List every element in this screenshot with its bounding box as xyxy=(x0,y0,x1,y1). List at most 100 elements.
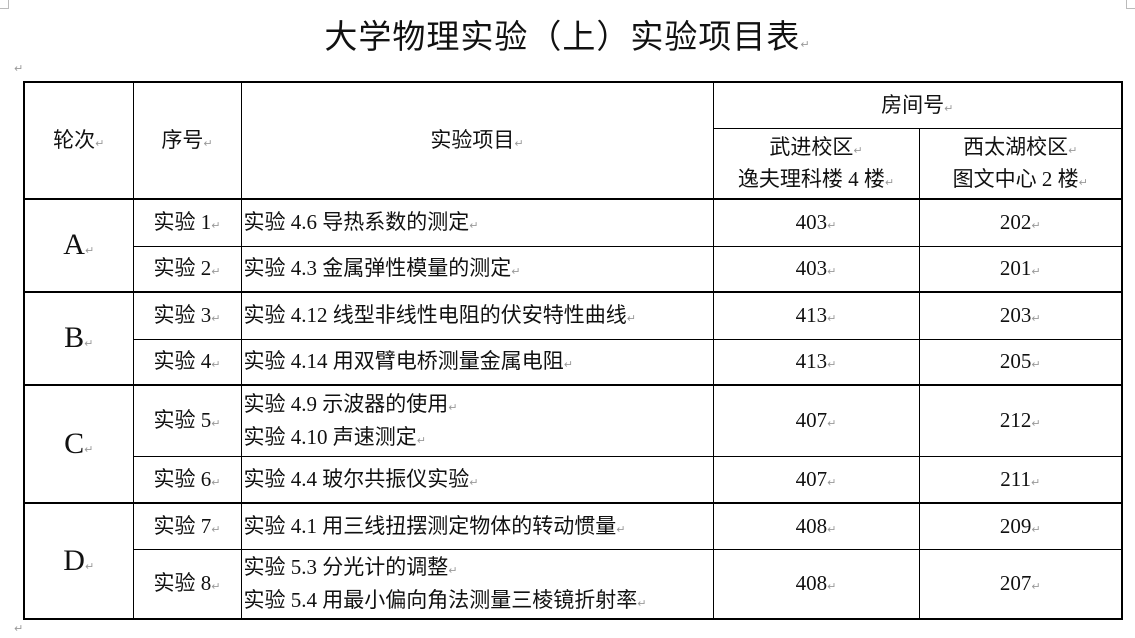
project-cell: 实验 5.3 分光计的调整↵ 实验 5.4 用最小偏向角法测量三棱镜折射率↵ xyxy=(240,548,714,620)
table-row: 实验 8↵ 实验 5.3 分光计的调整↵ 实验 5.4 用最小偏向角法测量三棱镜折射… xyxy=(24,548,1123,620)
table-row: A↵ 实验 1↵ 实验 4.6 导热系数的测定↵ 403↵ 202↵ xyxy=(23,198,1123,293)
cell-text: 实验 7 xyxy=(153,513,212,538)
cell-text: B xyxy=(64,321,85,355)
table-row: C↵ 实验 5↵ 实验 4.9 示波器的使用↵ 实验 4.10 声速测定↵ 407↵ 21… xyxy=(23,384,1123,504)
cell-text: 序号 xyxy=(161,128,204,153)
paragraph-mark: ↵ xyxy=(563,358,573,372)
paragraph-mark: ↵ xyxy=(1068,143,1078,157)
paragraph-mark: ↵ xyxy=(1031,312,1041,326)
cell-text: 207 xyxy=(999,571,1032,596)
paragraph-mark: ↵ xyxy=(84,442,94,456)
cell-text: 武进校区 xyxy=(769,134,854,159)
paragraph-mark: ↵ xyxy=(637,596,647,610)
seq-cell: 实验 2↵ xyxy=(132,245,242,293)
table-row: B↵ 实验 3↵ 实验 4.12 线型非线性电阻的伏安特性曲线↵ 413↵ 203↵ xyxy=(23,291,1123,386)
cell-text: 211 xyxy=(1000,466,1031,491)
page-corner-mark xyxy=(0,0,9,9)
paragraph-mark: ↵ xyxy=(211,417,221,431)
room-xitaihu-cell: 212↵ xyxy=(918,384,1123,457)
paragraph-mark: ↵ xyxy=(203,137,213,151)
project-name: 实验 4.14 用双臂电桥测量金属电阻 xyxy=(243,349,564,374)
room-wujin-cell: 408↵ xyxy=(712,548,920,620)
paragraph-mark: ↵ xyxy=(211,475,221,489)
paragraph-mark: ↵ xyxy=(1031,580,1041,594)
paragraph-mark: ↵ xyxy=(1031,475,1041,489)
project-name: 实验 4.1 用三线扭摆测定物体的转动惯量 xyxy=(243,513,617,538)
cell-text: 403 xyxy=(795,210,828,235)
cell-text: 407 xyxy=(795,466,828,491)
paragraph-mark: ↵ xyxy=(84,337,94,351)
cell-text: 201 xyxy=(999,256,1032,281)
cell-text: 202 xyxy=(999,210,1032,235)
cell-text: A xyxy=(63,228,85,262)
project-cell: 实验 4.14 用双臂电桥测量金属电阻↵ xyxy=(240,338,714,386)
project-name: 实验 4.10 声速测定 xyxy=(243,424,417,449)
cell-text: 205 xyxy=(999,349,1032,374)
paragraph-mark: ↵ xyxy=(84,559,95,573)
cell-text: 212 xyxy=(999,408,1032,433)
paragraph-mark: ↵ xyxy=(511,265,521,279)
header-round: 轮次↵ xyxy=(23,81,134,200)
paragraph-mark: ↵ xyxy=(626,312,636,326)
cell-text: 408 xyxy=(795,513,828,538)
cell-text: 实验 1 xyxy=(153,210,212,235)
room-wujin-cell: 408↵ xyxy=(712,502,920,550)
cell-text: 413 xyxy=(795,349,828,374)
cell-text: 413 xyxy=(795,303,828,328)
project-cell: 实验 4.9 示波器的使用↵ 实验 4.10 声速测定↵ xyxy=(240,384,714,457)
seq-cell: 实验 4↵ xyxy=(132,338,242,386)
table-row: 实验 6↵ 实验 4.4 玻尔共振仪实验↵ 407↵ 211↵ xyxy=(24,455,1123,504)
project-name: 实验 5.4 用最小偏向角法测量三棱镜折射率 xyxy=(243,587,638,612)
paragraph-mark: ↵ xyxy=(211,522,221,536)
room-wujin-cell: 413↵ xyxy=(712,338,920,386)
project-cell: 实验 4.3 金属弹性模量的测定↵ xyxy=(240,245,714,293)
cell-text: 轮次 xyxy=(53,128,96,153)
cell-text: 407 xyxy=(795,408,828,433)
project-name: 实验 4.3 金属弹性模量的测定 xyxy=(243,256,512,281)
header-seq: 序号↵ xyxy=(132,81,242,200)
paragraph-mark: ↵ xyxy=(211,219,221,233)
paragraph-mark: ↵ xyxy=(1031,358,1041,372)
cell-text: 209 xyxy=(999,513,1032,538)
cell-text: 203 xyxy=(999,303,1032,328)
paragraph-mark: ↵ xyxy=(827,219,837,233)
paragraph-mark: ↵ xyxy=(1078,176,1088,190)
round-cell: D↵ xyxy=(23,502,134,620)
cell-text: 实验 8 xyxy=(153,571,212,596)
paragraph-mark: ↵ xyxy=(1031,417,1041,431)
experiment-table: 轮次↵ 序号↵ 实验项目↵ 房间号↵ 武进校区↵ 逸夫理科楼 4 楼↵ 西太湖校区… xyxy=(23,81,1123,620)
cell-text: 408 xyxy=(795,571,828,596)
seq-cell: 实验 8↵ xyxy=(132,548,242,620)
table-row: 实验 2↵ 实验 4.3 金属弹性模量的测定↵ 403↵ 201↵ xyxy=(24,245,1123,293)
paragraph-mark: ↵ xyxy=(416,433,426,447)
paragraph-mark: ↵ xyxy=(469,219,479,233)
paragraph-mark: ↵ xyxy=(827,417,837,431)
room-xitaihu-cell: 201↵ xyxy=(918,245,1123,293)
project-name: 实验 4.12 线型非线性电阻的伏安特性曲线 xyxy=(243,303,627,328)
paragraph-mark: ↵ xyxy=(95,137,105,151)
cell-text: 实验 4 xyxy=(153,349,212,374)
project-name: 实验 4.9 示波器的使用 xyxy=(243,392,449,417)
paragraph-mark: ↵ xyxy=(1031,522,1041,536)
cell-text: 房间号 xyxy=(881,92,945,117)
room-wujin-cell: 407↵ xyxy=(712,455,920,504)
paragraph-mark: ↵ xyxy=(800,38,811,51)
seq-cell: 实验 1↵ xyxy=(132,198,242,247)
paragraph-mark: ↵ xyxy=(827,522,837,536)
seq-cell: 实验 3↵ xyxy=(132,291,242,340)
cell-text: 实验 2 xyxy=(153,256,212,281)
room-wujin-cell: 407↵ xyxy=(712,384,920,457)
room-xitaihu-cell: 202↵ xyxy=(918,198,1123,247)
room-xitaihu-cell: 207↵ xyxy=(918,548,1123,620)
paragraph-mark: ↵ xyxy=(1031,219,1041,233)
page-corner-mark xyxy=(1126,0,1135,9)
paragraph-mark: ↵ xyxy=(884,176,895,190)
cell-text: C xyxy=(64,426,85,460)
round-cell: A↵ xyxy=(23,198,134,293)
title-text: 大学物理实验（上）实验项目表 xyxy=(324,17,801,56)
paragraph-mark: ↵ xyxy=(827,475,837,489)
table-row: D↵ 实验 7↵ 实验 4.1 用三线扭摆测定物体的转动惯量↵ 408↵ 209↵ xyxy=(23,502,1123,620)
cell-text: 图文中心 2 楼 xyxy=(952,167,1079,192)
paragraph-mark: ↵ xyxy=(469,475,479,489)
paragraph-mark: ↵ xyxy=(616,522,626,536)
